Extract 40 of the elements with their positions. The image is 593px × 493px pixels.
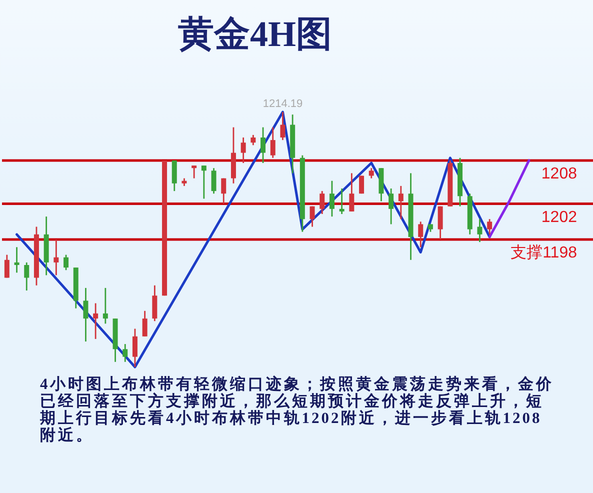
candlestick	[14, 246, 20, 274]
candlestick	[152, 284, 158, 322]
annotation: 1208	[541, 165, 578, 182]
candlestick	[122, 343, 128, 363]
candlestick	[221, 178, 226, 204]
candlestick	[142, 310, 148, 338]
candlestick	[368, 167, 374, 179]
candlestick	[192, 164, 197, 179]
candlestick	[280, 111, 286, 141]
candlestick	[172, 160, 177, 192]
candlestick	[260, 126, 266, 164]
annotation: 支撑1198	[510, 244, 578, 262]
candlestick	[320, 190, 325, 215]
candlestick	[418, 220, 424, 248]
candlestick	[24, 262, 30, 292]
candlestick	[93, 302, 98, 340]
candlestick	[240, 136, 246, 164]
candlestick	[64, 254, 69, 271]
candlestick	[438, 206, 443, 240]
candlestick	[388, 188, 394, 225]
candlestick	[83, 287, 88, 342]
candlestick	[349, 172, 354, 212]
candlestick	[250, 134, 256, 146]
candlestick	[201, 164, 206, 200]
candlestick	[310, 206, 315, 228]
candlestick	[477, 218, 482, 243]
candlestick	[132, 328, 138, 368]
candlestick	[339, 188, 344, 215]
candlestick	[102, 287, 108, 324]
candlestick	[270, 126, 276, 159]
annotation: 1202	[541, 208, 578, 226]
annotation: 1214.19	[262, 98, 303, 110]
text: 4小时图上布林带有轻微缩口迹象；按照黄金震荡走势来看，金价已经回落至下方支撑附近，那么短期预计金价将走反弹上升，短期上行目标先看4小时布林带中轨1202附近，进一步看上轨1208附近。	[40, 376, 554, 444]
candlestick	[211, 167, 216, 194]
candlestick	[329, 180, 334, 218]
candlestick	[4, 254, 10, 278]
candlestick	[398, 185, 404, 220]
chart-title: 黄金4H图	[178, 14, 332, 54]
candlestick	[54, 238, 59, 276]
candlestick	[487, 218, 492, 236]
